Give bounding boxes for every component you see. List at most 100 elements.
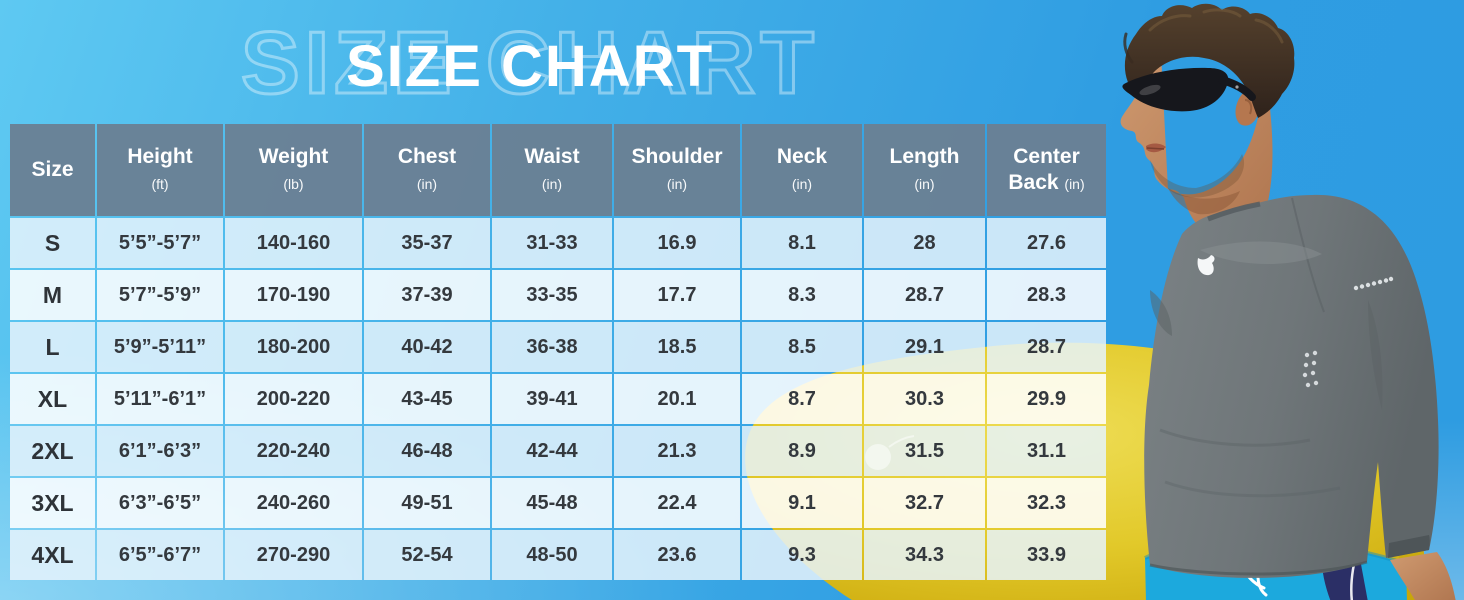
data-cell: 32.3 [987,478,1106,528]
model-head [1120,3,1295,235]
data-cell: 20.1 [614,374,740,424]
header-unit-line: (in) [492,170,612,196]
data-cell: 43-45 [364,374,490,424]
header-label: Neck [776,144,828,168]
table-row: 4XL 6’5”-6’7” 270-290 52-54 48-50 23.6 9.3 34.3… [10,530,1106,580]
data-cell: 31-33 [492,218,612,268]
data-cell: 9.1 [742,478,862,528]
header-unit-line: Back (in) [987,170,1106,196]
size-cell: 3XL [10,478,95,528]
table-row: XL 5’11”-6’1” 200-220 43-45 39-41 20.1 8.7 30.3… [10,374,1106,424]
watermark-title: SIZE CHART [240,12,819,114]
sleeve-reflective-dots [1353,276,1394,291]
data-cell: 180-200 [225,322,362,372]
data-cell: 27.6 [987,218,1106,268]
data-cell: 52-54 [364,530,490,580]
size-cell: M [10,270,95,320]
data-cell: 23.6 [614,530,740,580]
header-unit-line: (ft) [97,170,223,196]
table-row: M 5’7”-5’9” 170-190 37-39 33-35 17.7 8.3 28.7 28… [10,270,1106,320]
header-unit-line: (in) [742,170,862,196]
data-cell: 6’5”-6’7” [97,530,223,580]
data-cell: 31.5 [864,426,985,476]
data-cell: 34.3 [864,530,985,580]
table-row: 2XL 6’1”-6’3” 220-240 46-48 42-44 21.3 8.9 31.5… [10,426,1106,476]
data-cell: 220-240 [225,426,362,476]
data-cell: 33.9 [987,530,1106,580]
size-cell: 2XL [10,426,95,476]
header-unit: (ft) [151,176,169,192]
data-cell: 48-50 [492,530,612,580]
model-forearm [1390,552,1456,600]
header-cell: Shoulder (in) [614,124,740,216]
data-cell: 170-190 [225,270,362,320]
data-cell: 29.9 [987,374,1106,424]
header-label: Weight [258,144,329,168]
data-cell: 140-160 [225,218,362,268]
header-label: Back [1008,171,1059,194]
data-cell: 40-42 [364,322,490,372]
data-cell: 9.3 [742,530,862,580]
table-row: 3XL 6’3”-6’5” 240-260 49-51 45-48 22.4 9.1 32.7… [10,478,1106,528]
data-cell: 16.9 [614,218,740,268]
data-cell: 31.1 [987,426,1106,476]
data-cell: 6’3”-6’5” [97,478,223,528]
header-unit: (in) [791,176,813,192]
data-cell: 17.7 [614,270,740,320]
header-label: Height [127,144,193,168]
page-title: SIZE CHART [346,34,714,99]
header-unit: (in) [541,176,563,192]
data-cell: 33-35 [492,270,612,320]
table-header: Size Height (ft) Weight (lb) Chest (in) Waist (i… [10,124,1106,216]
size-cell: XL [10,374,95,424]
data-cell: 36-38 [492,322,612,372]
data-cell: 6’1”-6’3” [97,426,223,476]
data-cell: 21.3 [614,426,740,476]
header-label: Size [31,157,74,181]
header-cell: Length (in) [864,124,985,216]
brand-logo-icon [1197,255,1215,276]
data-cell: 5’7”-5’9” [97,270,223,320]
data-cell: 28.3 [987,270,1106,320]
header-cell: Center Back (in) [987,124,1106,216]
header-unit: (lb) [283,176,304,192]
data-cell: 28.7 [864,270,985,320]
header-label: Chest [397,144,457,168]
header-unit-line: (in) [614,170,740,196]
data-cell: 200-220 [225,374,362,424]
table-body: S 5’5”-5’7” 140-160 35-37 31-33 16.9 8.1 28 27.6… [10,218,1106,580]
data-cell: 42-44 [492,426,612,476]
size-cell: L [10,322,95,372]
header-unit-line: (in) [364,170,490,196]
data-cell: 5’9”-5’11” [97,322,223,372]
data-cell: 49-51 [364,478,490,528]
model-sunglasses [1122,67,1256,112]
header-unit: (in) [666,176,688,192]
data-cell: 18.5 [614,322,740,372]
header-cell: Chest (in) [364,124,490,216]
header-unit: (in) [1064,176,1085,192]
header-unit-line: (in) [864,170,985,196]
data-cell: 37-39 [364,270,490,320]
table-row: S 5’5”-5’7” 140-160 35-37 31-33 16.9 8.1 28 27.6 [10,218,1106,268]
size-chart-table: Size Height (ft) Weight (lb) Chest (in) Waist (i… [8,122,1108,582]
data-cell: 8.9 [742,426,862,476]
data-cell: 8.7 [742,374,862,424]
data-cell: 39-41 [492,374,612,424]
header-label: Center [1013,144,1080,168]
data-cell: 5’11”-6’1” [97,374,223,424]
model-hair [1124,3,1295,119]
data-cell: 5’5”-5’7” [97,218,223,268]
data-cell: 8.5 [742,322,862,372]
header-label: Waist [524,144,580,168]
header-cell: Size [10,124,95,216]
header-label: Shoulder [631,144,723,168]
data-cell: 8.1 [742,218,862,268]
size-cell: 4XL [10,530,95,580]
data-cell: 270-290 [225,530,362,580]
header-unit: (in) [914,176,935,192]
data-cell: 29.1 [864,322,985,372]
data-cell: 240-260 [225,478,362,528]
data-cell: 30.3 [864,374,985,424]
header-cell: Neck (in) [742,124,862,216]
